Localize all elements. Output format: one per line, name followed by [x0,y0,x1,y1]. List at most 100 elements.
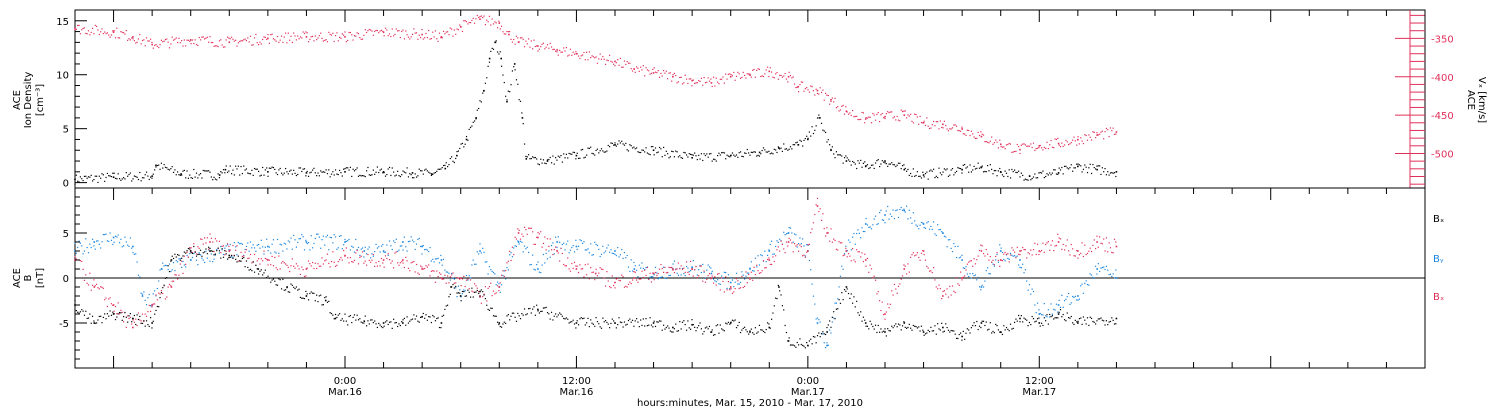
velocity-sample [706,81,708,83]
velocity-sample [210,41,212,44]
bx-sample [417,320,419,322]
bx-sample [217,247,219,249]
bx-sample [482,291,484,293]
velocity-sample [1108,136,1110,138]
by-sample [271,243,273,245]
density-sample [594,154,596,156]
by-sample [897,216,900,219]
by-sample [757,255,759,257]
velocity-sample [517,37,519,39]
bz-sample [303,275,306,278]
bz-sample [677,262,680,264]
bx-sample [602,317,604,319]
velocity-point [999,143,1002,146]
by-sample [388,240,391,242]
bx-point [768,326,771,329]
bz-point [922,250,925,252]
velocity-sample [1089,136,1091,138]
density-sample [661,156,663,158]
by-sample [604,250,607,252]
time-axis: 0:00Mar.1612:00Mar.160:00Mar.1712:00Mar.… [74,10,1426,398]
by-sample [793,233,796,235]
velocity-point [980,135,983,138]
bz-sample [640,278,642,280]
by-sample [999,244,1001,246]
velocity-sample [683,82,685,84]
velocity-sample [494,21,496,23]
bz-sample [220,251,222,254]
velocity-sample [118,37,121,39]
by-sample [973,274,975,277]
density-sample [776,151,778,154]
velocity-sample [415,32,418,34]
velocity-sample [791,77,793,79]
by-sample [984,280,986,282]
velocity-point [112,31,115,34]
by-sample [621,248,623,251]
bz-sample [125,326,127,328]
bx-sample [429,316,431,318]
density-sample [773,148,775,150]
by-sample [974,274,977,276]
by-point [787,232,790,234]
density-sample [810,135,812,137]
density-sample [626,149,628,151]
by-sample [613,252,615,255]
velocity-sample [214,45,216,47]
by-sample [658,277,661,279]
bx-sample [556,316,558,318]
bx-sample [455,285,457,288]
velocity-sample [1062,145,1064,148]
by-sample [181,266,183,268]
bz-sample [885,311,887,313]
bx-sample [501,326,503,328]
bz-sample [228,245,230,247]
bz-sample [590,267,592,269]
bx-point [1077,322,1079,324]
density-sample [499,51,501,53]
bz-sample [226,243,229,245]
velocity-sample [1016,143,1018,146]
by-sample [307,241,310,244]
bz-sample [1058,237,1060,239]
velocity-sample [860,118,862,120]
velocity-sample [105,32,107,35]
bz-sample [1027,252,1029,254]
velocity-sample [255,33,257,36]
density-sample [860,159,862,161]
bx-sample [768,323,770,325]
bz-sample [955,277,958,279]
bx-sample [749,330,751,332]
velocity-sample [137,38,140,40]
bz-sample [278,255,280,257]
bx-sample [393,318,395,320]
by-sample [861,227,863,229]
bz-sample [802,255,804,257]
density-sample [206,170,208,172]
velocity-sample [220,39,222,41]
velocity-sample [626,60,628,63]
bz-sample [241,255,243,258]
bz-sample [669,266,671,269]
velocity-sample [1050,139,1052,142]
bz-sample [1084,244,1086,246]
by-sample [436,258,438,260]
bz-sample [958,284,960,286]
bx-sample [530,312,532,314]
bx-sample [441,315,443,317]
by-sample [995,259,997,261]
bx-sample [372,321,374,324]
density-sample [195,172,198,174]
velocity-sample [1000,145,1002,148]
by-sample [677,274,680,276]
bx-sample [1115,323,1117,325]
density-sample [823,130,825,132]
date-tick-label: Mar.17 [791,387,825,398]
by-sample [139,276,141,278]
bx-sample [596,321,599,323]
bz-sample [1031,254,1033,256]
bx-sample [579,318,581,320]
bz-sample [712,282,715,284]
bz-sample [143,320,145,323]
bz-sample [171,280,173,282]
